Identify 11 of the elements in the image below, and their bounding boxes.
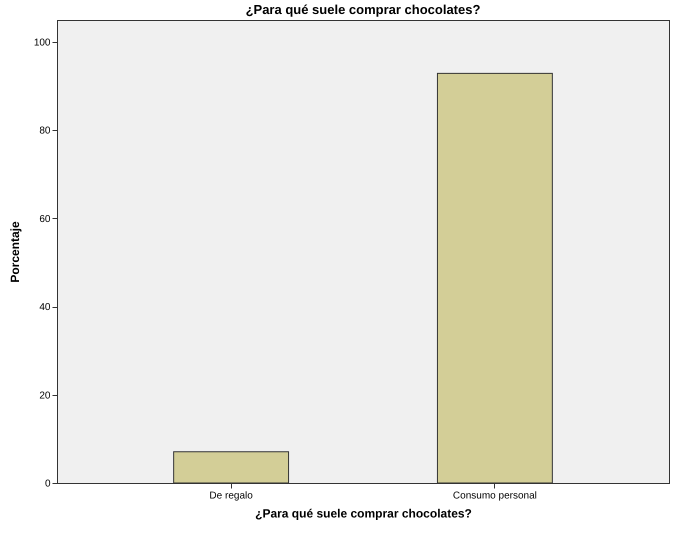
x-tick-label: De regalo [209,490,254,502]
y-tick-label: 40 [39,302,51,314]
y-axis-title: Porcentaje [8,220,22,283]
y-tick-label: 100 [34,38,51,49]
chart-title: ¿Para qué suele comprar chocolates? [246,2,480,17]
y-tick-label: 0 [44,478,51,490]
x-axis-title: ¿Para qué suele comprar chocolates? [255,506,472,520]
x-tick-label: Consumo personal [452,490,537,502]
y-tick-label: 20 [39,390,51,402]
y-tick-label: 80 [39,126,51,137]
y-tick-label: 60 [39,214,51,225]
